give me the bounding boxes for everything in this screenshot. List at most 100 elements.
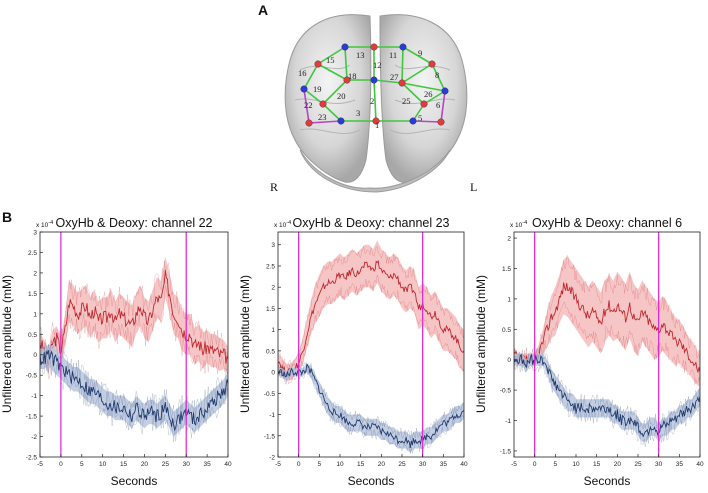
- x-tick-label: 5: [80, 461, 84, 468]
- chart-title: OxyHb & Deoxy: channel 6: [531, 216, 683, 230]
- series-band-edge: [40, 285, 228, 379]
- x-tick-label: 25: [162, 461, 170, 468]
- plot-frame: [513, 231, 701, 458]
- channel-label: 1: [375, 120, 379, 130]
- y-tick-label: 1: [271, 327, 275, 334]
- y-tick-label: 3: [271, 242, 275, 249]
- exponent-power: -4: [522, 220, 528, 226]
- series-band: [278, 240, 464, 381]
- source-optode: [420, 100, 428, 108]
- cerebellum-shape: [299, 149, 451, 193]
- x-tick-label: -5: [511, 461, 517, 468]
- x-tick-label: 15: [120, 461, 128, 468]
- y-tick-label: 0: [33, 352, 37, 359]
- y-tick-label: 1.5: [28, 291, 37, 298]
- series-line: [278, 259, 464, 377]
- chart-svg: -5 0 5 10 15 20 25 30 35 40 -1.5 -1 -0.5 0 0.5 1 1.5 2: [500, 231, 704, 468]
- source-optode: [372, 117, 380, 125]
- detector-optode: [300, 85, 308, 93]
- source-optode: [343, 76, 351, 84]
- channel-label: 8: [435, 70, 439, 80]
- green-link: [317, 63, 348, 81]
- x-tick-label: -5: [275, 461, 281, 468]
- source-optode: [370, 43, 378, 51]
- detector-optode: [337, 117, 345, 125]
- x-tick-label: 35: [676, 461, 684, 468]
- source-optode: [437, 118, 445, 126]
- y-tick-label: -0.5: [26, 373, 38, 380]
- channel-label: 15: [326, 55, 335, 65]
- x-tick-label: 40: [224, 461, 232, 468]
- series-line: [278, 362, 464, 449]
- source-optode: [319, 100, 327, 108]
- y-tick-label: 0: [271, 370, 275, 377]
- exponent-power: -4: [48, 220, 54, 226]
- y-tick-label: 1.5: [266, 306, 275, 313]
- channel-label: 13: [356, 50, 365, 60]
- series-band-edge: [40, 353, 228, 443]
- chart-svg: -5 0 5 10 15 20 25 30 35 40 -2 -1.5 -1 -0.5 0 0.5 1 1.5 2 2…: [264, 231, 468, 468]
- detector-optode: [341, 43, 349, 51]
- series-band-edge: [514, 301, 700, 385]
- x-tick-label: 10: [336, 461, 344, 468]
- channel-label: 18: [348, 71, 357, 81]
- green-link: [401, 82, 446, 92]
- detector-optode: [409, 117, 417, 125]
- axis-exponent: x 10-4: [510, 220, 527, 229]
- x-tick-label: 30: [419, 461, 427, 468]
- x-axis-label: Seconds: [583, 474, 631, 488]
- series-line: [40, 270, 228, 365]
- x-tick-label: 35: [440, 461, 448, 468]
- chart-channel-22: OxyHb & Deoxy: channel 22 x 10-4 Unfiltere…: [0, 215, 236, 493]
- series-band-edge: [514, 255, 700, 362]
- chart-title: OxyHb & Deoxy: channel 23: [292, 216, 450, 230]
- channel-label: 2: [370, 96, 374, 106]
- y-tick-label: 2.5: [266, 263, 275, 270]
- y-tick-label: -1: [269, 412, 275, 419]
- y-tick-label: -2: [269, 455, 275, 462]
- y-tick-label: -1.5: [500, 448, 512, 455]
- x-tick-label: 0: [533, 461, 537, 468]
- green-link: [423, 90, 446, 105]
- green-link: [401, 82, 425, 105]
- green-link: [373, 79, 403, 84]
- y-tick-label: 2: [507, 236, 511, 243]
- y-tick-label: -1: [505, 418, 511, 425]
- channel-label: 26: [424, 89, 433, 99]
- x-tick-label: 30: [183, 461, 191, 468]
- y-tick-label: 0.5: [502, 327, 511, 334]
- series-band: [40, 256, 228, 376]
- optodes: [300, 43, 449, 127]
- channel-label: 27: [390, 72, 399, 82]
- purple-link: [303, 88, 310, 124]
- y-tick-label: -1.5: [26, 414, 38, 421]
- y-tick-label: 0.5: [28, 332, 37, 339]
- purple-link: [440, 90, 446, 123]
- series-line: [514, 282, 700, 373]
- green-link: [322, 79, 348, 105]
- x-axis-label: Seconds: [110, 474, 158, 488]
- y-tick-label: 0: [507, 357, 511, 364]
- x-tick-label: 0: [297, 461, 301, 468]
- series-band: [514, 353, 700, 442]
- green-link: [401, 46, 404, 84]
- x-tick-label: 10: [572, 461, 580, 468]
- y-tick-label: -2.5: [26, 455, 38, 462]
- axis-exponent: x 10-4: [274, 220, 291, 229]
- green-link: [401, 63, 433, 84]
- channel-links: [303, 46, 446, 124]
- x-tick-label: 10: [99, 461, 107, 468]
- exponent-base: x 10: [274, 222, 287, 230]
- channel-label: 20: [337, 91, 346, 101]
- green-link: [344, 46, 348, 81]
- channel-label: 11: [389, 50, 397, 60]
- source-optode: [428, 60, 436, 68]
- channel-label: 22: [304, 100, 313, 110]
- series-band-edge: [40, 260, 228, 357]
- channel-label: 5: [418, 113, 422, 123]
- source-optode: [398, 79, 406, 87]
- chart-title: OxyHb & Deoxy: channel 22: [55, 216, 213, 230]
- channel-label: 12: [373, 60, 382, 70]
- plot-frame: [277, 231, 465, 458]
